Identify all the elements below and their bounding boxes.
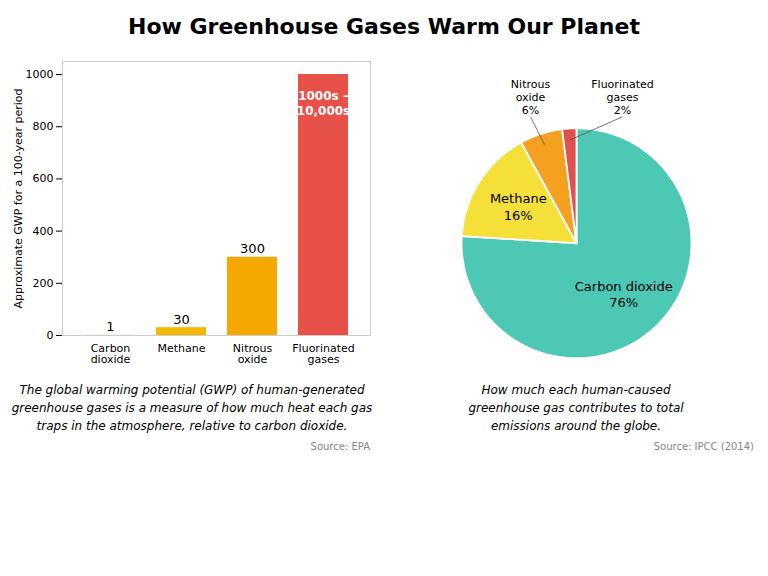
svg-text:Methane: Methane	[157, 342, 205, 355]
html-text:How much each human-caused gre: How much each human-caused greenhouse ga…	[468, 383, 684, 433]
html-text:How Greenhouse Gases Warm Our: How Greenhouse Gases Warm Our Planet	[128, 14, 640, 39]
svg-text:1000s –10,000s: 1000s –10,000s	[297, 89, 350, 119]
svg-text:0: 0	[47, 329, 54, 342]
svg-text:Carbon dioxide76%: Carbon dioxide76%	[575, 279, 673, 311]
svg-text:600: 600	[33, 172, 54, 185]
svg-text:Fluorinatedgases: Fluorinatedgases	[292, 342, 354, 366]
svg-text:Nitrousoxide6%: Nitrousoxide6%	[511, 78, 551, 117]
svg-text:1000: 1000	[26, 68, 54, 81]
html-text:Source: IPCC (2014): Source: IPCC (2014)	[653, 441, 754, 452]
svg-text:Carbondioxide: Carbondioxide	[91, 342, 131, 366]
svg-text:Methane16%: Methane16%	[490, 191, 547, 223]
svg-text:Nitrousoxide: Nitrousoxide	[233, 342, 273, 366]
html-text:The global warming potential (: The global warming potential (GWP) of hu…	[11, 383, 373, 433]
svg-text:1: 1	[106, 319, 114, 334]
svg-text:300: 300	[240, 241, 265, 256]
svg-text:Fluorinatedgases2%: Fluorinatedgases2%	[591, 78, 653, 117]
svg-text:30: 30	[173, 312, 190, 327]
svg-text:400: 400	[33, 225, 54, 238]
svg-text:200: 200	[33, 277, 54, 290]
html-text:Source: EPA: Source: EPA	[310, 441, 370, 452]
svg-text:800: 800	[33, 120, 54, 133]
svg-text:Approximate GWP for a 100-year: Approximate GWP for a 100-year period	[12, 89, 25, 309]
